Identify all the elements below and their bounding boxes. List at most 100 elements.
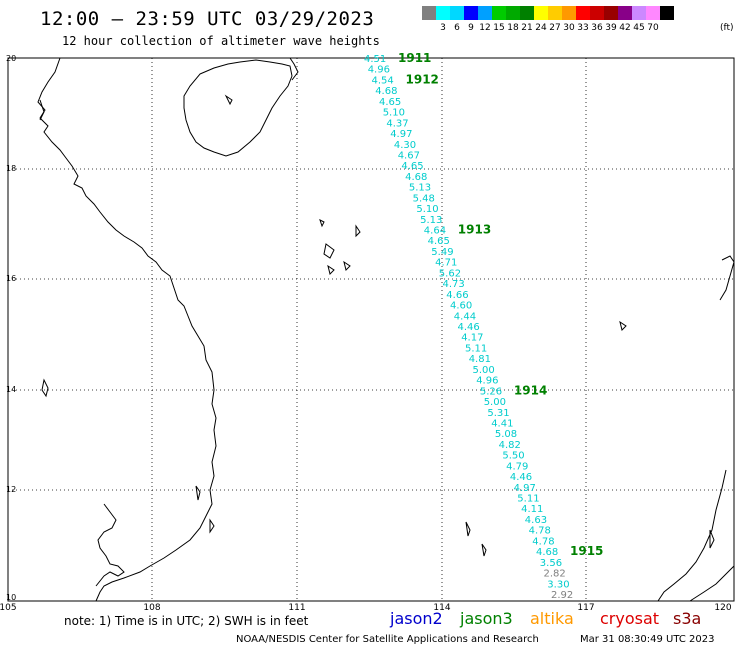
swh-value: 4.68 <box>405 172 427 183</box>
colorbar-swatch <box>520 6 534 20</box>
cycle-label: 1915 <box>570 544 603 558</box>
swh-value: 4.37 <box>386 118 408 129</box>
swh-value: 4.81 <box>469 354 491 365</box>
swh-value: 5.49 <box>431 247 453 258</box>
swh-value: 4.65 <box>401 161 423 172</box>
swh-value: 4.96 <box>476 376 498 387</box>
colorbar-swatch <box>534 6 548 20</box>
swh-value: 5.31 <box>487 408 509 419</box>
swh-value: 5.10 <box>416 204 438 215</box>
map-frame <box>7 57 735 602</box>
swh-value: 3.30 <box>547 579 569 590</box>
swh-value: 5.08 <box>495 429 517 440</box>
colorbar-label: 30 <box>563 23 575 33</box>
swh-value: 5.13 <box>420 215 442 226</box>
swh-value: 5.11 <box>517 494 539 505</box>
swh-value: 5.00 <box>473 365 495 376</box>
colorbar-label: 45 <box>633 23 645 33</box>
swh-value: 5.50 <box>502 451 524 462</box>
swh-value: 4.79 <box>506 461 528 472</box>
colorbar-swatch <box>646 6 660 20</box>
colorbar-swatch <box>464 6 478 20</box>
credit-line: NOAA/NESDIS Center for Satellite Applica… <box>236 634 539 645</box>
colorbar-label: 3 <box>440 23 446 33</box>
colorbar-label: 15 <box>493 23 505 33</box>
colorbar-label: 6 <box>454 23 460 33</box>
colorbar-label: 27 <box>549 23 561 33</box>
swh-value: 5.26 <box>480 386 502 397</box>
colorbar-swatch <box>660 6 674 20</box>
swh-value: 4.68 <box>375 86 397 97</box>
colorbar-label: 24 <box>535 23 547 33</box>
swh-value: 5.10 <box>383 108 405 119</box>
borneo-coastline <box>689 565 735 602</box>
lon-label: 108 <box>143 603 161 613</box>
colorbar-swatch <box>450 6 464 20</box>
colorbar-label: 42 <box>619 23 631 33</box>
palawan-coastline <box>657 469 727 602</box>
cycle-label: 1911 <box>398 51 431 65</box>
mission-cryosat: cryosat <box>600 609 660 628</box>
swh-value: 4.97 <box>514 483 536 494</box>
swh-value: 4.65 <box>428 236 450 247</box>
colorbar-swatch <box>422 6 436 20</box>
lat-label: 14 <box>6 385 17 394</box>
swh-value: 4.73 <box>443 279 465 290</box>
colorbar-label: 12 <box>479 23 491 33</box>
colorbar-label: 18 <box>507 23 519 33</box>
hainan-coastline <box>183 59 293 157</box>
swh-value: 4.30 <box>394 140 416 151</box>
vietnam-coastline <box>37 57 217 602</box>
swh-value: 4.66 <box>446 290 468 301</box>
swh-value: 4.60 <box>450 301 472 312</box>
colorbar-swatch <box>590 6 604 20</box>
mission-s3a: s3a <box>673 609 702 628</box>
lat-label: 20 <box>6 54 17 63</box>
swh-value: 4.71 <box>435 258 457 269</box>
swh-value: 4.11 <box>521 504 543 515</box>
swh-value: 3.56 <box>540 558 562 569</box>
page-subtitle: 12 hour collection of altimeter wave hei… <box>62 34 380 48</box>
mission-altika: altika <box>530 609 574 628</box>
colorbar-swatch <box>436 6 450 20</box>
swh-value: 4.65 <box>379 97 401 108</box>
lat-lon-grid <box>8 58 734 601</box>
leizhou-coastline <box>289 57 299 81</box>
mekong-delta <box>95 503 125 587</box>
swh-value: 4.78 <box>532 536 554 547</box>
colorbar-swatch <box>548 6 562 20</box>
colorbar-label: 21 <box>521 23 533 33</box>
swh-value: 4.67 <box>398 151 420 162</box>
mission-jason2: jason2 <box>390 609 443 628</box>
coastline <box>37 57 735 602</box>
lon-label: 105 <box>0 603 17 613</box>
colorbar-label: 33 <box>577 23 589 33</box>
lon-label: 117 <box>577 603 595 613</box>
colorbar-swatch <box>562 6 576 20</box>
swh-value: 4.96 <box>368 65 390 76</box>
colorbar-swatch <box>576 6 590 20</box>
colorbar-label: 70 <box>647 23 659 33</box>
swh-value: 4.51 <box>364 54 386 65</box>
generated-timestamp: Mar 31 08:30:49 UTC 2023 <box>580 634 715 645</box>
swh-value: 5.11 <box>465 343 487 354</box>
colorbar-label: 9 <box>468 23 474 33</box>
colorbar-swatch <box>478 6 492 20</box>
swh-value: 4.54 <box>372 75 394 86</box>
swh-value: 5.48 <box>413 193 435 204</box>
swh-value: 4.78 <box>529 526 551 537</box>
colorbar-swatch <box>618 6 632 20</box>
swh-value: 4.68 <box>536 547 558 558</box>
colorbar-swatch <box>492 6 506 20</box>
lon-label: 114 <box>433 603 451 613</box>
swh-value: 4.44 <box>454 311 476 322</box>
swh-value: 4.63 <box>525 515 547 526</box>
swh-value: 2.92 <box>551 590 573 601</box>
swh-value: 4.97 <box>390 129 412 140</box>
swh-value: 4.17 <box>461 333 483 344</box>
page-title: 12:00 — 23:59 UTC 03/29/2023 <box>40 8 375 30</box>
swh-value: 5.13 <box>409 183 431 194</box>
colorbar-label: 36 <box>591 23 603 33</box>
lat-label: 16 <box>6 274 17 283</box>
